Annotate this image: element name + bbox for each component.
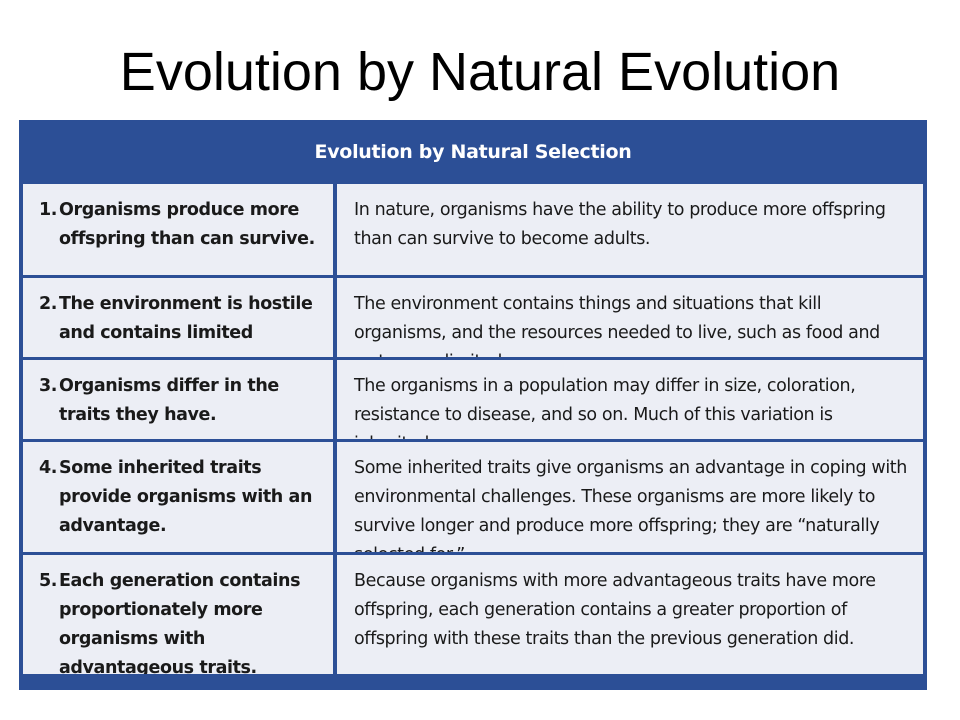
explanation-cell: Some inherited traits give organisms an … — [337, 442, 923, 565]
explanation-cell: In nature, organisms have the ability to… — [337, 184, 923, 275]
row-number: 2. — [39, 294, 58, 314]
table-header: Evolution by Natural Selection — [314, 141, 632, 163]
table-row-4: 4. Some inherited traits provide organis… — [19, 439, 927, 565]
principle-cell: 4. Some inherited traits provide organis… — [23, 442, 333, 552]
principle-text: Organisms differ in the traits they have… — [59, 376, 279, 425]
explanation-text: Because organisms with more advantageous… — [354, 571, 876, 649]
row-number: 3. — [39, 376, 58, 396]
explanation-text: In nature, organisms have the ability to… — [354, 200, 886, 249]
table-body: 1. Organisms produce more offspring than… — [19, 184, 927, 678]
explanation-text: Some inherited traits give organisms an … — [354, 458, 907, 565]
explanation-cell: The environment contains things and situ… — [337, 278, 923, 372]
row-number: 4. — [39, 458, 58, 478]
explanation-cell: The organisms in a population may differ… — [337, 360, 923, 454]
natural-selection-table: Evolution by Natural Selection 1. Organi… — [19, 120, 927, 690]
principle-cell: 5. Each generation contains proportionat… — [23, 555, 333, 678]
principle-text: Each generation contains proportionately… — [59, 571, 301, 678]
row-number: 5. — [39, 571, 58, 591]
principle-text: Some inherited traits provide organisms … — [59, 458, 313, 536]
table-row-2: 2. The environment is hostile and contai… — [19, 275, 927, 372]
principle-text: Organisms produce more offspring than ca… — [59, 200, 315, 249]
table-row-1: 1. Organisms produce more offspring than… — [19, 184, 927, 275]
row-number: 1. — [39, 200, 58, 220]
explanation-cell: Because organisms with more advantageous… — [337, 555, 923, 674]
table-row-3: 3. Organisms differ in the traits they h… — [19, 357, 927, 454]
principle-cell: 1. Organisms produce more offspring than… — [23, 184, 333, 275]
table-row-5: 5. Each generation contains proportionat… — [19, 552, 927, 678]
slide-title: Evolution by Natural Evolution — [119, 42, 841, 102]
principle-cell: 3. Organisms differ in the traits they h… — [23, 360, 333, 439]
table-footer-band — [19, 674, 927, 690]
principle-cell: 2. The environment is hostile and contai… — [23, 278, 333, 372]
